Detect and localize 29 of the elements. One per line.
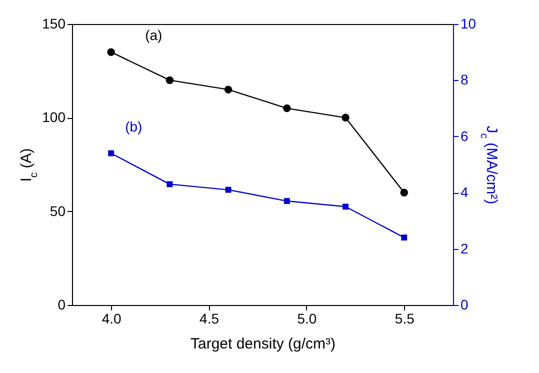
point (107, 48, 115, 56)
point (401, 234, 408, 241)
y2-tick-label: 10 (460, 16, 476, 32)
y-tick-label: 150 (42, 16, 66, 32)
x-axis-title: Target density (g/cm³) (190, 336, 336, 352)
point (225, 186, 232, 193)
x-tick-label: 4.0 (102, 310, 122, 326)
point (224, 86, 232, 94)
point (284, 198, 290, 204)
y2-tick-label: 6 (460, 128, 468, 144)
point (166, 76, 174, 84)
point (400, 188, 408, 196)
y2-tick-label: 4 (460, 184, 468, 200)
point (108, 150, 114, 156)
y-tick-label: 50 (50, 202, 66, 219)
series-label: (b) (125, 118, 142, 134)
y2-tick-label: 0 (460, 296, 468, 312)
x-tick-label: 5.5 (394, 310, 415, 326)
point (342, 204, 348, 210)
point (166, 181, 173, 188)
point (283, 104, 291, 112)
y2-tick-label: 8 (460, 72, 468, 88)
y-tick-label: 0 (58, 296, 66, 312)
y-tick-label: 100 (42, 109, 66, 126)
y2-tick-label: 2 (460, 240, 468, 256)
series-label: (a) (145, 27, 162, 44)
point (342, 114, 350, 122)
x-tick-label: 5.0 (297, 310, 317, 326)
x-tick-label: 4.5 (200, 310, 220, 326)
